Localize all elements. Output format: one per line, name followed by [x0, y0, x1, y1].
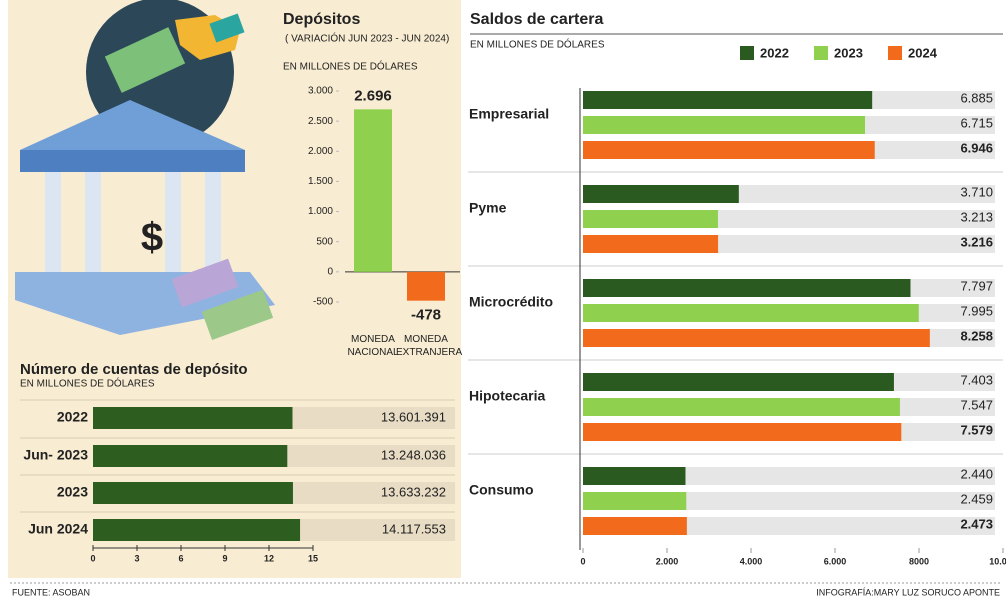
bar: [407, 272, 445, 301]
value-label: 7.579: [960, 422, 993, 437]
bar: [583, 398, 900, 416]
bar: [93, 445, 287, 467]
bar: [583, 185, 739, 203]
y-tick-label: 500: [316, 236, 333, 247]
category-label: Jun- 2023: [23, 447, 88, 463]
bar: [583, 423, 901, 441]
value-label: 2.696: [354, 87, 392, 104]
bar: [583, 373, 894, 391]
value-label: 7.797: [960, 278, 993, 293]
value-label: 7.403: [960, 372, 993, 387]
value-label: 2.459: [960, 491, 993, 506]
bar: [583, 116, 865, 134]
x-tick-label: 3: [134, 553, 139, 563]
value-label: 13.601.391: [381, 409, 446, 424]
bar: [583, 329, 930, 347]
dollar-icon: $: [141, 216, 163, 260]
category-label: Pyme: [469, 200, 507, 216]
x-tick-label: 8000: [909, 556, 929, 566]
y-tick-label: 3.000: [308, 86, 333, 97]
y-tick-label: 0: [327, 266, 333, 277]
credit: INFOGRAFÍA:MARY LUZ SORUCO APONTE: [816, 587, 1000, 597]
x-tick-label: 2.000: [656, 556, 679, 566]
chart-title: Depósitos: [283, 11, 360, 28]
category-label: Hipotecaria: [469, 388, 545, 404]
category-label: MONEDA EXTRANJERA: [396, 333, 456, 359]
y-tick-label: 2.500: [308, 116, 333, 127]
bar: [583, 517, 687, 535]
y-tick-label: 1.500: [308, 176, 333, 187]
column: [85, 172, 101, 272]
y-tick-label: 1.000: [308, 206, 333, 217]
value-label: 2.473: [960, 516, 993, 531]
value-label: 7.547: [960, 397, 993, 412]
value-label: 3.216: [960, 234, 993, 249]
chart-subtitle: ( VARIACIÓN JUN 2023 - JUN 2024): [285, 32, 449, 45]
x-tick-label: 0: [580, 556, 585, 566]
x-tick-label: 12: [264, 553, 274, 563]
value-label: 6.946: [960, 140, 993, 155]
legend-swatch: [740, 46, 754, 60]
legend-label: 2023: [834, 45, 863, 60]
legend-label: 2024: [908, 45, 938, 60]
bar: [93, 482, 293, 504]
column: [165, 172, 181, 272]
category-label: Consumo: [469, 482, 534, 498]
bar: [583, 141, 875, 159]
value-label: 6.885: [960, 90, 993, 105]
value-label: -478: [411, 307, 441, 324]
bar: [583, 235, 718, 253]
x-tick-label: 9: [222, 553, 227, 563]
chart-title: Saldos de cartera: [470, 11, 604, 28]
legend-swatch: [814, 46, 828, 60]
chart-subtitle: EN MILLONES DE DÓLARES: [470, 38, 605, 51]
bar: [583, 304, 919, 322]
value-label: 3.710: [960, 184, 993, 199]
unit-label: EN MILLONES DE DÓLARES: [283, 60, 418, 73]
x-tick-label: 15: [308, 553, 318, 563]
chart: $ FUENTE: ASOBAN INFOGRAFÍA:MARY LUZ SOR…: [0, 0, 1006, 598]
value-label: 13.633.232: [381, 484, 446, 499]
value-label: 2.440: [960, 466, 993, 481]
x-tick-label: 6.000: [824, 556, 847, 566]
bar: [93, 519, 300, 541]
bar: [583, 210, 718, 228]
legend-label: 2022: [760, 45, 789, 60]
x-tick-label: 10.000: [989, 556, 1006, 566]
column: [45, 172, 61, 272]
legend-swatch: [888, 46, 902, 60]
source: FUENTE: ASOBAN: [12, 587, 90, 597]
frieze: [20, 150, 245, 172]
value-label: 6.715: [960, 115, 993, 130]
x-tick-label: 4.000: [740, 556, 763, 566]
value-label: 14.117.553: [382, 521, 446, 536]
y-tick-label: 2.000: [308, 146, 333, 157]
bar: [93, 407, 292, 429]
chart-title: Número de cuentas de depósito: [20, 361, 248, 378]
value-label: 3.213: [960, 209, 993, 224]
bar: [583, 467, 685, 485]
column: [205, 172, 221, 272]
infographic: $ FUENTE: ASOBAN INFOGRAFÍA:MARY LUZ SOR…: [0, 0, 1006, 598]
category-label: Jun 2024: [28, 521, 88, 537]
y-tick-label: -500: [313, 297, 333, 308]
bar: [583, 91, 872, 109]
category-label: 2023: [57, 484, 88, 500]
bar: [583, 492, 686, 510]
category-label: MONEDA NACIONAL: [343, 333, 403, 359]
value-label: 8.258: [960, 328, 993, 343]
x-tick-label: 6: [178, 553, 183, 563]
value-label: 13.248.036: [381, 447, 446, 462]
category-label: Microcrédito: [469, 294, 553, 310]
value-label: 7.995: [960, 303, 993, 318]
bar: [354, 109, 392, 272]
category-label: Empresarial: [469, 106, 549, 122]
category-label: 2022: [57, 409, 88, 425]
bar: [583, 279, 910, 297]
chart-subtitle: EN MILLONES DE DÓLARES: [20, 377, 155, 390]
x-tick-label: 0: [90, 553, 95, 563]
